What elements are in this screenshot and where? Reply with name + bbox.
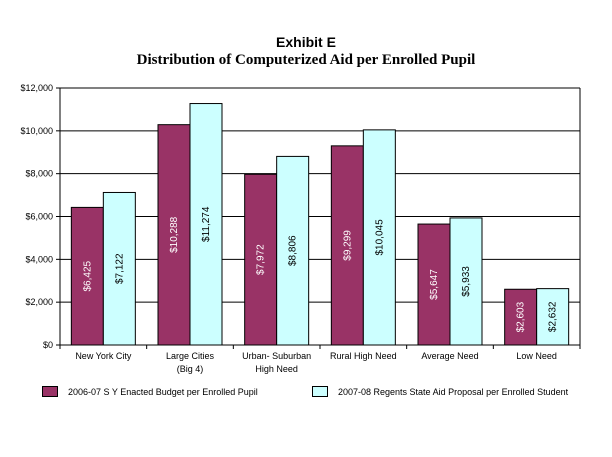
- data-label-series-1: $6,425: [82, 260, 93, 291]
- data-label-series-1: $7,972: [256, 244, 267, 275]
- chart-subtitle: Distribution of Computerized Aid per Enr…: [136, 52, 476, 68]
- bar-series-2: [449, 217, 483, 346]
- data-label-series-2: $2,632: [548, 301, 559, 332]
- x-tick-label: Average Need: [421, 351, 478, 361]
- data-label-series-1: $2,603: [516, 301, 527, 332]
- chart-title: Exhibit E: [276, 34, 336, 50]
- x-tick-label: Low Need: [516, 351, 557, 361]
- y-tick-label: $8,000: [25, 169, 53, 179]
- data-label-series-2: $7,122: [114, 253, 125, 284]
- y-tick-label: $0: [43, 340, 53, 350]
- y-tick-label: $4,000: [25, 254, 53, 264]
- bar-series-1: [504, 288, 538, 346]
- y-tick-label: $12,000: [20, 83, 53, 93]
- bar-series-2: [102, 191, 136, 346]
- legend-label-series-1: 2006-07 S Y Enacted Budget per Enrolled …: [68, 386, 258, 397]
- bar-series-1: [417, 223, 451, 346]
- data-label-series-2: $8,806: [288, 235, 299, 266]
- x-tick-label: Rural High Need: [330, 351, 397, 361]
- y-tick-label: $10,000: [20, 126, 53, 136]
- data-label-series-1: $5,647: [429, 269, 440, 300]
- data-label-series-1: $10,288: [169, 216, 180, 253]
- bar-series-1: [157, 124, 191, 346]
- data-label-series-2: $10,045: [374, 219, 385, 256]
- bar-series-2: [536, 288, 570, 346]
- x-tick-label: (Big 4): [177, 364, 204, 374]
- legend-item-series-1: 2006-07 S Y Enacted Budget per Enrolled …: [42, 386, 258, 397]
- legend-item-series-2: 2007-08 Regents State Aid Proposal per E…: [312, 386, 568, 397]
- bar-series-2: [362, 129, 396, 346]
- data-label-series-1: $9,299: [342, 230, 353, 261]
- bar-series-2: [276, 155, 310, 346]
- y-tick-label: $6,000: [25, 212, 53, 222]
- x-tick-label: Urban- Suburban: [242, 351, 311, 361]
- y-tick-label: $2,000: [25, 297, 53, 307]
- x-tick-label: New York City: [75, 351, 132, 361]
- x-tick-label: Large Cities: [166, 351, 215, 361]
- data-label-series-2: $11,274: [201, 206, 212, 242]
- legend-swatch-series-2: [312, 386, 328, 397]
- data-label-series-2: $5,933: [461, 266, 472, 297]
- bar-series-2: [189, 103, 223, 346]
- x-tick-label: High Need: [255, 364, 298, 374]
- legend-label-series-2: 2007-08 Regents State Aid Proposal per E…: [338, 386, 569, 397]
- legend-swatch-series-1: [42, 386, 58, 397]
